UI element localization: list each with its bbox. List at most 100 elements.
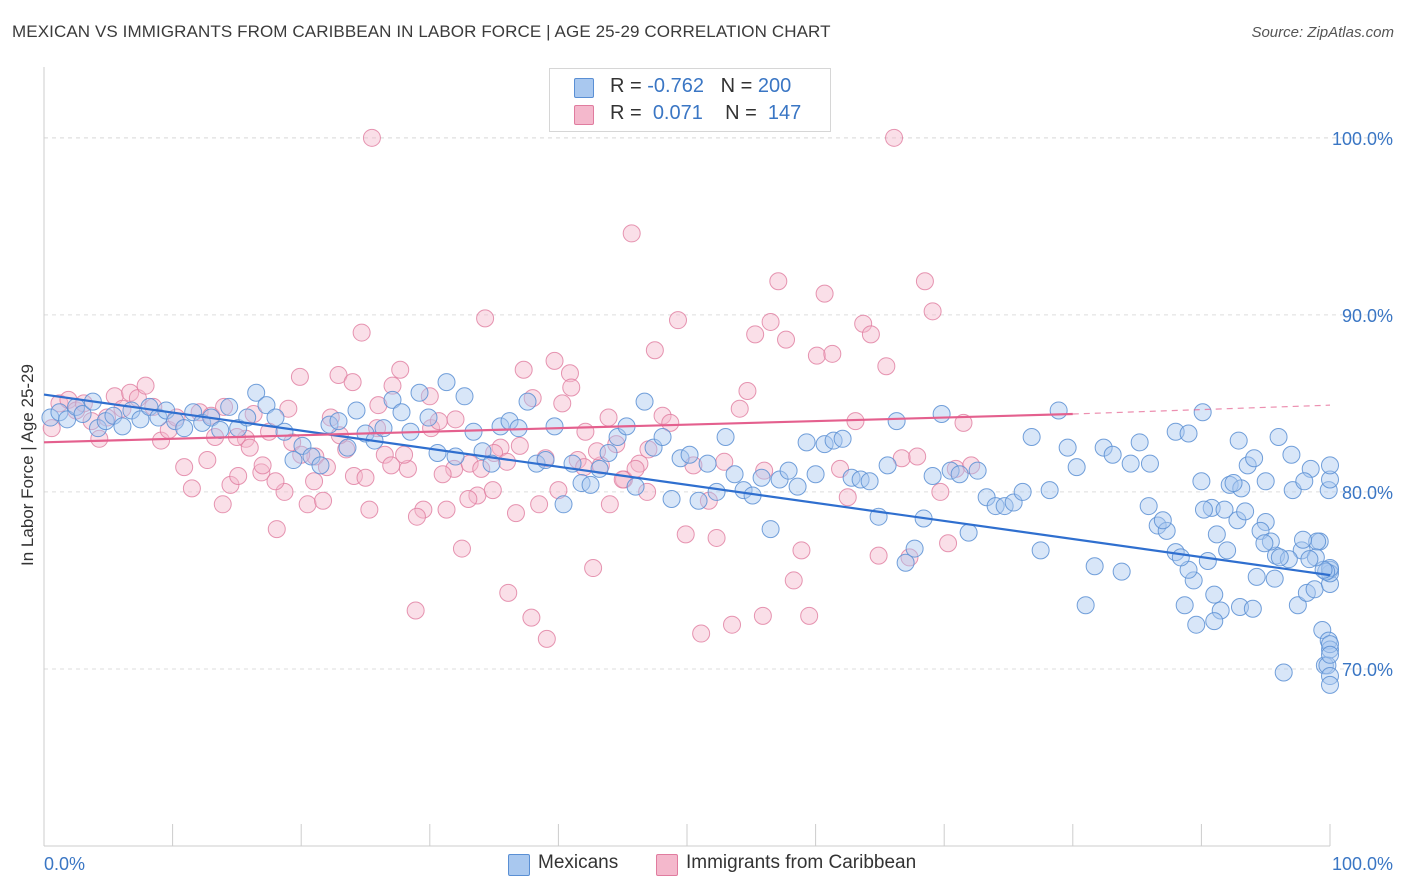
mexican-point <box>1040 481 1059 500</box>
y-tick-label: 90.0% <box>1342 306 1393 326</box>
mexican-point <box>347 401 366 420</box>
mexican-point <box>590 459 609 478</box>
caribbean-point <box>236 429 255 448</box>
bottom-legend-swatch-pink <box>656 854 678 876</box>
legend-n-value: 147 <box>767 102 802 124</box>
caribbean-point <box>877 357 896 376</box>
caribbean-point <box>283 433 302 452</box>
caribbean-point <box>275 482 294 501</box>
mexican-point <box>662 489 681 508</box>
caribbean-point <box>356 468 375 487</box>
mexican-point <box>1171 548 1190 567</box>
x-tick-label: 0.0% <box>44 854 85 874</box>
mexican-point <box>941 461 960 480</box>
caribbean-point <box>215 397 234 416</box>
mexican-point <box>1205 585 1224 604</box>
mexican-point <box>1194 500 1213 519</box>
mexican-point <box>131 410 150 429</box>
y-tick-label: 100.0% <box>1332 129 1393 149</box>
mexican-point <box>1211 601 1230 620</box>
mexican-point <box>247 383 266 402</box>
caribbean-point <box>954 413 973 432</box>
gridlines <box>44 137 1392 670</box>
legend-r-value: -0.762 <box>647 75 704 97</box>
caribbean-point <box>369 396 388 415</box>
mexican-point <box>419 408 438 427</box>
caribbean-point <box>175 458 194 477</box>
mexican-point <box>896 553 915 572</box>
caribbean-point <box>213 495 232 514</box>
mexican-point <box>1243 599 1262 618</box>
mexican-point <box>608 428 627 447</box>
trend-lines <box>43 393 1331 577</box>
mexican-point <box>1313 621 1332 640</box>
caribbean-point <box>452 539 471 558</box>
mexican-point <box>482 454 501 473</box>
mexican-point <box>878 456 897 475</box>
mexican-point <box>716 428 735 447</box>
caribbean-point <box>446 410 465 429</box>
mexican-point <box>1153 511 1172 530</box>
mexican-point <box>113 417 132 436</box>
caribbean-point <box>472 459 491 478</box>
mexican-point <box>1148 516 1167 535</box>
caribbean-point <box>344 466 363 485</box>
caribbean-point <box>823 344 842 363</box>
caribbean-point <box>661 413 680 432</box>
caribbean-point <box>676 525 695 544</box>
mexican-point <box>437 373 456 392</box>
caribbean-point <box>753 606 772 625</box>
caribbean-point <box>252 463 271 482</box>
x-tick-label: 100.0% <box>1332 854 1393 874</box>
mexican-point <box>1288 596 1307 615</box>
mexican-point <box>959 523 978 542</box>
mexican-point <box>284 451 303 470</box>
mexican-point <box>1238 456 1257 475</box>
caribbean-point <box>198 451 217 470</box>
caribbean-point <box>306 447 325 466</box>
mexicans-trend-line <box>43 393 1331 577</box>
caribbean-point <box>82 412 101 431</box>
mexican-point <box>1094 438 1113 457</box>
caribbean-trend-line <box>43 412 1073 444</box>
chart-source: Source: ZipAtlas.com <box>1251 24 1394 41</box>
caribbean-point <box>497 452 516 471</box>
mexican-point <box>1308 532 1327 551</box>
caribbean-point <box>537 629 556 648</box>
caribbean-point <box>266 472 285 491</box>
chart-title: MEXICAN VS IMMIGRANTS FROM CARIBBEAN IN … <box>12 22 831 41</box>
caribbean-point <box>560 364 579 383</box>
caribbean-trend-extension <box>1072 404 1331 415</box>
mexican-point <box>779 461 798 480</box>
mexican-point <box>1256 472 1275 491</box>
mexican-point <box>1179 424 1198 443</box>
mexican-point <box>671 449 690 468</box>
caribbean-point <box>730 399 749 418</box>
mexican-point <box>788 477 807 496</box>
caribbean-point <box>530 495 549 514</box>
mexican-point <box>707 482 726 501</box>
caribbean-point <box>420 387 439 406</box>
mexican-point <box>1112 562 1131 581</box>
caribbean-point <box>267 520 286 539</box>
mexican-point <box>950 465 969 484</box>
caribbean-point <box>314 491 333 510</box>
caribbean-point <box>638 482 657 501</box>
mexican-point <box>428 443 447 462</box>
mexican-point <box>1193 403 1212 422</box>
caribbean-point <box>152 431 171 450</box>
mexican-point <box>815 435 834 454</box>
mexican-point <box>257 396 276 415</box>
mexican-point <box>698 454 717 473</box>
mexican-point <box>1236 502 1255 521</box>
legend-swatch-blue <box>574 78 594 98</box>
caribbean-point <box>407 507 426 526</box>
mexican-point <box>50 403 69 422</box>
mexican-point <box>1321 635 1339 654</box>
caribbean-point <box>182 479 201 498</box>
mexican-point <box>599 443 618 462</box>
caribbean-point <box>352 323 371 342</box>
y-tick-label: 70.0% <box>1342 660 1393 680</box>
mexican-point <box>338 438 357 457</box>
